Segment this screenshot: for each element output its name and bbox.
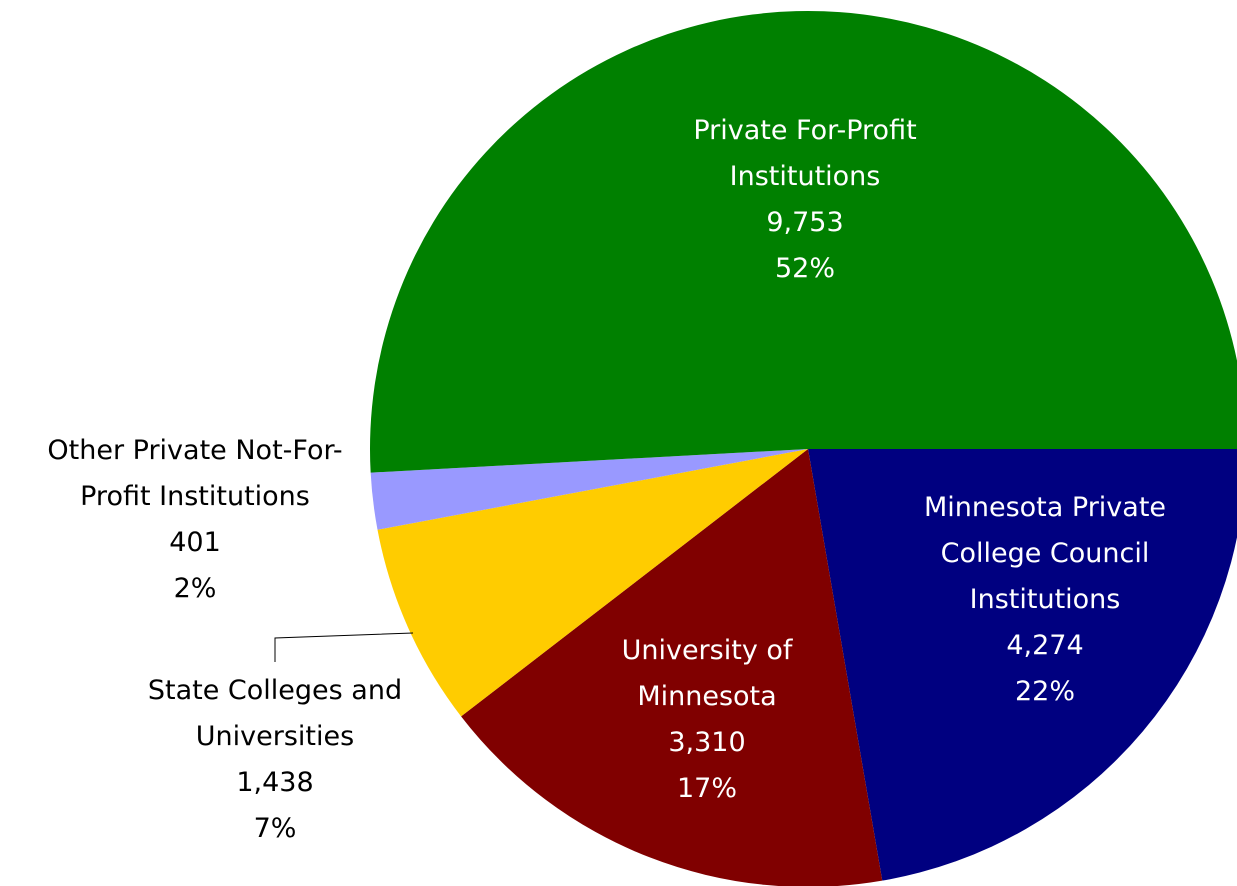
pie-slice [370, 449, 808, 530]
percent-label: 52% [774, 253, 835, 284]
slice-label: Private For-Profit Institutions 9,753 52% [655, 108, 955, 292]
pie-slice [377, 449, 808, 717]
value-label: 9,753 [766, 207, 844, 238]
leader-line [274, 632, 414, 662]
pie-slice [808, 449, 1237, 881]
percent-label: 17% [676, 773, 737, 804]
percent-label: 7% [253, 813, 297, 844]
category-label: Minnesota Private College Council Instit… [923, 492, 1167, 615]
slice-label: Other Private Not-For-Profit Institution… [25, 428, 365, 612]
value-label: 1,438 [236, 767, 314, 798]
value-label: 401 [169, 527, 221, 558]
pie-slice [461, 449, 883, 886]
category-label: Other Private Not-For-Profit Institution… [47, 435, 343, 512]
category-label: University of Minnesota [621, 635, 793, 712]
category-label: State Colleges and Universities [147, 675, 403, 752]
slices [370, 11, 1237, 886]
slice-label: Minnesota Private College Council Instit… [895, 485, 1195, 715]
value-label: 3,310 [668, 727, 746, 758]
percent-label: 2% [173, 573, 217, 604]
pie-slice [370, 11, 1237, 473]
percent-label: 22% [1014, 676, 1075, 707]
category-label: Private For-Profit Institutions [693, 115, 917, 192]
value-label: 4,274 [1006, 630, 1084, 661]
slice-label: University of Minnesota 3,310 17% [592, 628, 822, 812]
slice-label: State Colleges and Universities 1,438 7% [125, 668, 425, 852]
